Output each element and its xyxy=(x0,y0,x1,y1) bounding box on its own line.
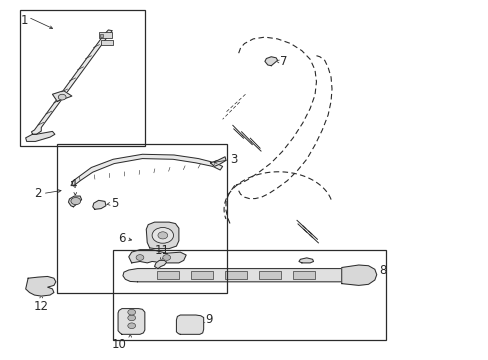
Text: 8: 8 xyxy=(379,264,386,276)
Bar xyxy=(191,271,212,279)
Bar xyxy=(100,34,103,37)
Bar xyxy=(157,271,179,279)
Bar xyxy=(292,271,314,279)
Text: 1: 1 xyxy=(21,14,28,27)
Bar xyxy=(113,249,385,340)
Polygon shape xyxy=(52,91,72,102)
Bar xyxy=(224,271,246,279)
Circle shape xyxy=(158,232,167,239)
Circle shape xyxy=(152,228,173,243)
Circle shape xyxy=(58,94,66,100)
Text: 10: 10 xyxy=(111,338,126,351)
Text: 11: 11 xyxy=(154,244,169,257)
Text: 9: 9 xyxy=(205,313,213,326)
Polygon shape xyxy=(341,265,376,285)
Text: 4: 4 xyxy=(69,178,77,191)
Bar xyxy=(99,32,112,38)
Bar xyxy=(101,40,113,45)
Polygon shape xyxy=(154,260,166,269)
Circle shape xyxy=(127,315,135,321)
Polygon shape xyxy=(31,30,112,134)
Circle shape xyxy=(163,255,170,260)
Text: 12: 12 xyxy=(34,300,49,313)
Polygon shape xyxy=(122,269,356,282)
Polygon shape xyxy=(146,222,179,249)
Circle shape xyxy=(71,198,81,204)
Polygon shape xyxy=(26,276,56,296)
Polygon shape xyxy=(93,201,106,209)
Text: 5: 5 xyxy=(111,197,118,210)
Circle shape xyxy=(127,323,135,329)
Polygon shape xyxy=(118,309,144,334)
Text: 6: 6 xyxy=(118,233,125,246)
Bar xyxy=(259,271,281,279)
Polygon shape xyxy=(128,249,186,263)
Text: 7: 7 xyxy=(279,55,286,68)
Polygon shape xyxy=(72,154,222,186)
Text: 2: 2 xyxy=(34,187,41,200)
Polygon shape xyxy=(68,196,81,207)
Polygon shape xyxy=(264,57,277,66)
Polygon shape xyxy=(26,131,55,141)
Bar xyxy=(20,10,144,146)
Polygon shape xyxy=(298,258,313,263)
Circle shape xyxy=(127,309,135,315)
Bar xyxy=(57,144,227,293)
Polygon shape xyxy=(210,157,225,166)
Text: 3: 3 xyxy=(229,153,237,166)
Polygon shape xyxy=(176,315,203,334)
Circle shape xyxy=(136,255,143,260)
